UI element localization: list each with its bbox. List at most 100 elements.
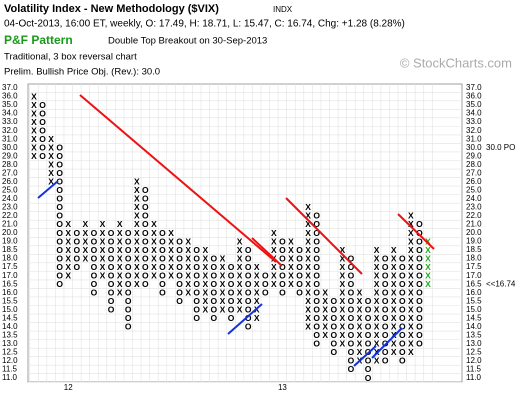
- y-tick-label: 32.0: [2, 126, 18, 135]
- pnf-box: X: [340, 339, 346, 349]
- pnf-box: X: [391, 313, 397, 323]
- pnf-box: O: [348, 330, 355, 340]
- pnf-box: O: [313, 287, 320, 297]
- y-tick-label-right: 11.0: [466, 373, 482, 382]
- pnf-box: X: [117, 270, 123, 280]
- pnf-box: O: [142, 228, 149, 238]
- pnf-box: X: [357, 296, 363, 306]
- pnf-box: O: [399, 279, 406, 289]
- pnf-box: O: [382, 296, 389, 306]
- pnf-box: O: [245, 296, 252, 306]
- y-tick-label-right: 14.5: [466, 313, 482, 322]
- pnf-box: O: [108, 270, 115, 280]
- x-tick-label: 13: [278, 383, 287, 392]
- pnf-box: O: [399, 330, 406, 340]
- pnf-box: O: [39, 125, 46, 135]
- pnf-box: X: [391, 270, 397, 280]
- pnf-box: O: [56, 177, 63, 187]
- pnf-box: X: [83, 219, 89, 229]
- y-tick-label: 11.5: [2, 365, 18, 374]
- pnf-box: X: [374, 356, 380, 366]
- pnf-box: O: [142, 211, 149, 221]
- pnf-box: O: [228, 287, 235, 297]
- pnf-box: X: [48, 142, 54, 152]
- pnf-box: X: [31, 108, 37, 118]
- pnf-box: O: [348, 364, 355, 374]
- pnf-box: O: [159, 253, 166, 263]
- pnf-box: X: [340, 296, 346, 306]
- pnf-box: O: [313, 236, 320, 246]
- pnf-box: O: [56, 270, 63, 280]
- pnf-box: O: [313, 253, 320, 263]
- pnf-box: O: [39, 134, 46, 144]
- y-tick-label-right: 11.5: [466, 365, 482, 374]
- pnf-box: O: [279, 262, 286, 272]
- y-tick-label: 18.5: [2, 245, 18, 254]
- pnf-box: X: [357, 322, 363, 332]
- pnf-box: O: [313, 245, 320, 255]
- pnf-box: X: [202, 253, 208, 263]
- pnf-box: O: [330, 296, 337, 306]
- pnf-box: X: [48, 134, 54, 144]
- pnf-box: O: [399, 313, 406, 323]
- pnf-box: X: [185, 253, 191, 263]
- pnf-box: X: [408, 228, 414, 238]
- pnf-box: X: [65, 253, 71, 263]
- pnf-box: O: [365, 364, 372, 374]
- pnf-box: O: [416, 330, 423, 340]
- pnf-box: O: [142, 236, 149, 246]
- y-tick-label-right: 18.5: [466, 245, 482, 254]
- pnf-box: O: [416, 287, 423, 297]
- pnf-box: X: [391, 245, 397, 255]
- pnf-box: O: [382, 330, 389, 340]
- pnf-box: O: [279, 245, 286, 255]
- pnf-box: O: [159, 270, 166, 280]
- pnf-box: X: [134, 211, 140, 221]
- pnf-box: O: [142, 194, 149, 204]
- pnf-box: X: [237, 253, 243, 263]
- pnf-box: X: [340, 287, 346, 297]
- pnf-box: O: [313, 330, 320, 340]
- pnf-box: X: [408, 253, 414, 263]
- pnf-box: O: [142, 202, 149, 212]
- pnf-box: O: [313, 339, 320, 349]
- pnf-box: O: [56, 202, 63, 212]
- pnf-box: O: [193, 253, 200, 263]
- pnf-box: X: [100, 270, 106, 280]
- pnf-box: O: [245, 262, 252, 272]
- pnf-box: X: [237, 270, 243, 280]
- y-tick-label: 30.0: [2, 143, 18, 152]
- y-tick-label-right: 12.0: [466, 356, 482, 365]
- pnf-box: X: [237, 305, 243, 315]
- y-tick-label-right: 24.0: [466, 194, 482, 203]
- pnf-box: X: [168, 236, 174, 246]
- pnf-box: X: [202, 287, 208, 297]
- pnf-box: O: [313, 305, 320, 315]
- pnf-box: O: [125, 305, 132, 315]
- pnf-box: O: [142, 279, 149, 289]
- y-tick-label-right: 17.0: [466, 271, 482, 280]
- pnf-box: X: [391, 322, 397, 332]
- pnf-box: X: [322, 313, 328, 323]
- pnf-box: X: [31, 134, 37, 144]
- pnf-box: O: [228, 305, 235, 315]
- pnf-box: X: [134, 253, 140, 263]
- pnf-box: O: [382, 279, 389, 289]
- y-tick-label-right: 14.0: [466, 322, 482, 331]
- pnf-box: X: [305, 253, 311, 263]
- y-tick-label-right: 12.5: [466, 348, 482, 357]
- y-tick-label-right: 22.0: [466, 211, 482, 220]
